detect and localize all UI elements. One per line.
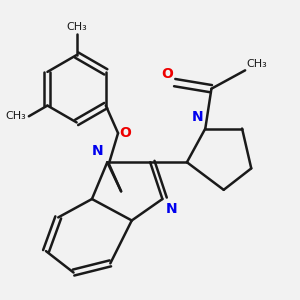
Text: N: N	[92, 144, 103, 158]
Text: O: O	[161, 67, 173, 81]
Text: N: N	[192, 110, 204, 124]
Text: CH₃: CH₃	[247, 59, 267, 69]
Text: CH₃: CH₃	[66, 22, 87, 32]
Text: N: N	[166, 202, 177, 216]
Text: CH₃: CH₃	[5, 111, 26, 121]
Text: O: O	[120, 126, 131, 140]
